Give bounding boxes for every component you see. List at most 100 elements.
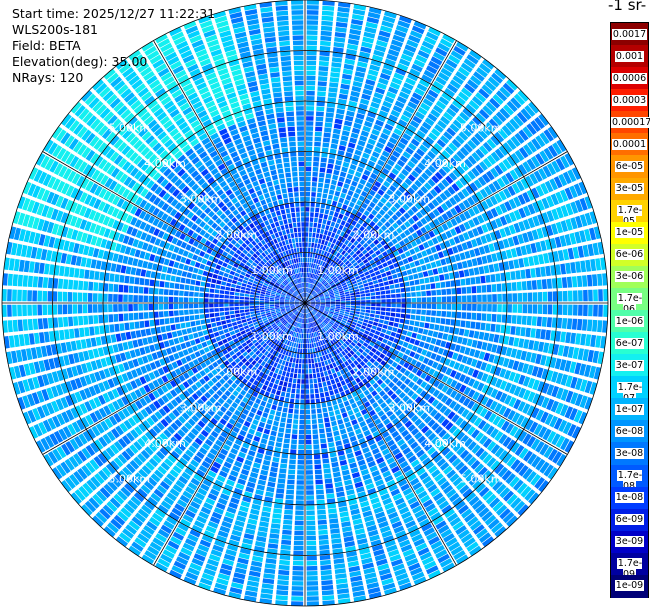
ray-bin — [330, 533, 341, 539]
ray-bin — [556, 387, 564, 400]
ray-bin — [345, 194, 352, 201]
ray-bin — [483, 352, 491, 362]
ray-bin — [382, 128, 392, 136]
ray-bin — [585, 259, 592, 272]
ray-bin — [551, 223, 559, 235]
ray-bin — [339, 290, 344, 294]
ray-bin — [377, 35, 390, 43]
ray-bin — [307, 343, 310, 349]
ray-bin — [479, 188, 488, 199]
ray-bin — [306, 576, 318, 581]
ray-bin — [535, 185, 545, 197]
ray-bin — [371, 325, 377, 330]
ray-bin — [340, 380, 346, 386]
ray-bin — [303, 338, 305, 344]
ray-bin — [300, 399, 305, 404]
ray-bin — [305, 247, 308, 252]
ray-bin — [435, 47, 448, 57]
ray-bin — [334, 292, 340, 295]
ray-bin — [330, 260, 335, 266]
ray-bin — [356, 166, 364, 173]
ray-bin — [391, 342, 397, 349]
ray-bin — [306, 282, 308, 288]
ray-bin — [489, 195, 498, 206]
ray-bin — [279, 380, 284, 386]
ray-bin — [472, 380, 480, 390]
ray-bin — [324, 209, 330, 215]
ray-bin — [321, 224, 326, 230]
ray-bin — [309, 379, 313, 384]
ray-bin — [322, 407, 328, 413]
ray-bin — [318, 249, 322, 255]
ray-bin — [312, 227, 317, 233]
ray-bin — [353, 76, 364, 83]
ray-bin — [422, 195, 430, 204]
ray-bin — [469, 182, 478, 192]
ray-bin — [487, 76, 500, 88]
ray-bin — [407, 160, 416, 169]
ray-bin — [460, 62, 473, 73]
ray-bin — [280, 375, 285, 381]
ray-bin — [381, 150, 390, 158]
ray-bin — [483, 244, 491, 254]
ray-bin — [422, 241, 430, 249]
ray-bin — [498, 240, 505, 250]
ray-bin — [373, 334, 379, 340]
ray-bin — [584, 380, 593, 394]
ray-bin — [589, 227, 597, 241]
ray-bin — [293, 419, 299, 424]
ray-bin — [306, 328, 308, 334]
ray-bin — [349, 231, 355, 237]
ray-bin — [367, 11, 381, 19]
ray-bin — [380, 184, 388, 192]
ray-bin — [311, 242, 315, 248]
ray-bin — [315, 393, 320, 399]
ray-bin — [421, 297, 427, 303]
ray-bin — [344, 58, 355, 65]
ray-bin — [452, 75, 464, 85]
ray-bin — [411, 63, 423, 73]
ray-bin — [338, 176, 345, 183]
ray-bin — [360, 264, 366, 270]
ray-bin — [388, 172, 397, 180]
ray-bin — [322, 381, 327, 387]
ray-bin — [415, 285, 421, 291]
ray-bin — [452, 352, 459, 360]
ray-bin — [343, 252, 349, 258]
ray-bin — [488, 264, 495, 273]
ray-bin — [330, 205, 336, 211]
ray-bin — [509, 118, 520, 130]
ray-bin — [306, 80, 316, 86]
ray-bin — [309, 384, 314, 389]
ray-bin — [493, 334, 500, 343]
ray-bin — [577, 275, 583, 287]
ray-bin — [310, 305, 315, 308]
ray-bin — [414, 260, 420, 267]
ray-bin — [289, 403, 294, 409]
ray-bin — [305, 429, 312, 435]
ray-bin — [397, 198, 405, 206]
ray-bin — [481, 200, 489, 210]
ray-bin — [334, 309, 340, 312]
ray-bin — [373, 92, 384, 100]
ray-bin — [400, 313, 406, 319]
ray-bin — [269, 435, 276, 442]
ray-bin — [560, 155, 570, 169]
ray-bin — [292, 560, 304, 566]
ray-bin — [445, 210, 454, 219]
ray-bin — [321, 580, 333, 586]
ray-bin — [364, 120, 373, 128]
ray-bin — [367, 278, 373, 283]
ray-bin — [323, 188, 329, 194]
ray-bin — [517, 90, 529, 102]
ray-bin — [580, 260, 587, 273]
ray-bin — [427, 202, 436, 210]
ray-bin — [312, 171, 318, 177]
ray-bin — [313, 454, 321, 460]
ray-bin — [337, 235, 343, 241]
ray-bin — [552, 251, 560, 262]
ray-bin — [310, 247, 314, 253]
ray-bin — [306, 111, 314, 116]
ray-bin — [352, 154, 361, 161]
ray-bin — [413, 152, 422, 161]
